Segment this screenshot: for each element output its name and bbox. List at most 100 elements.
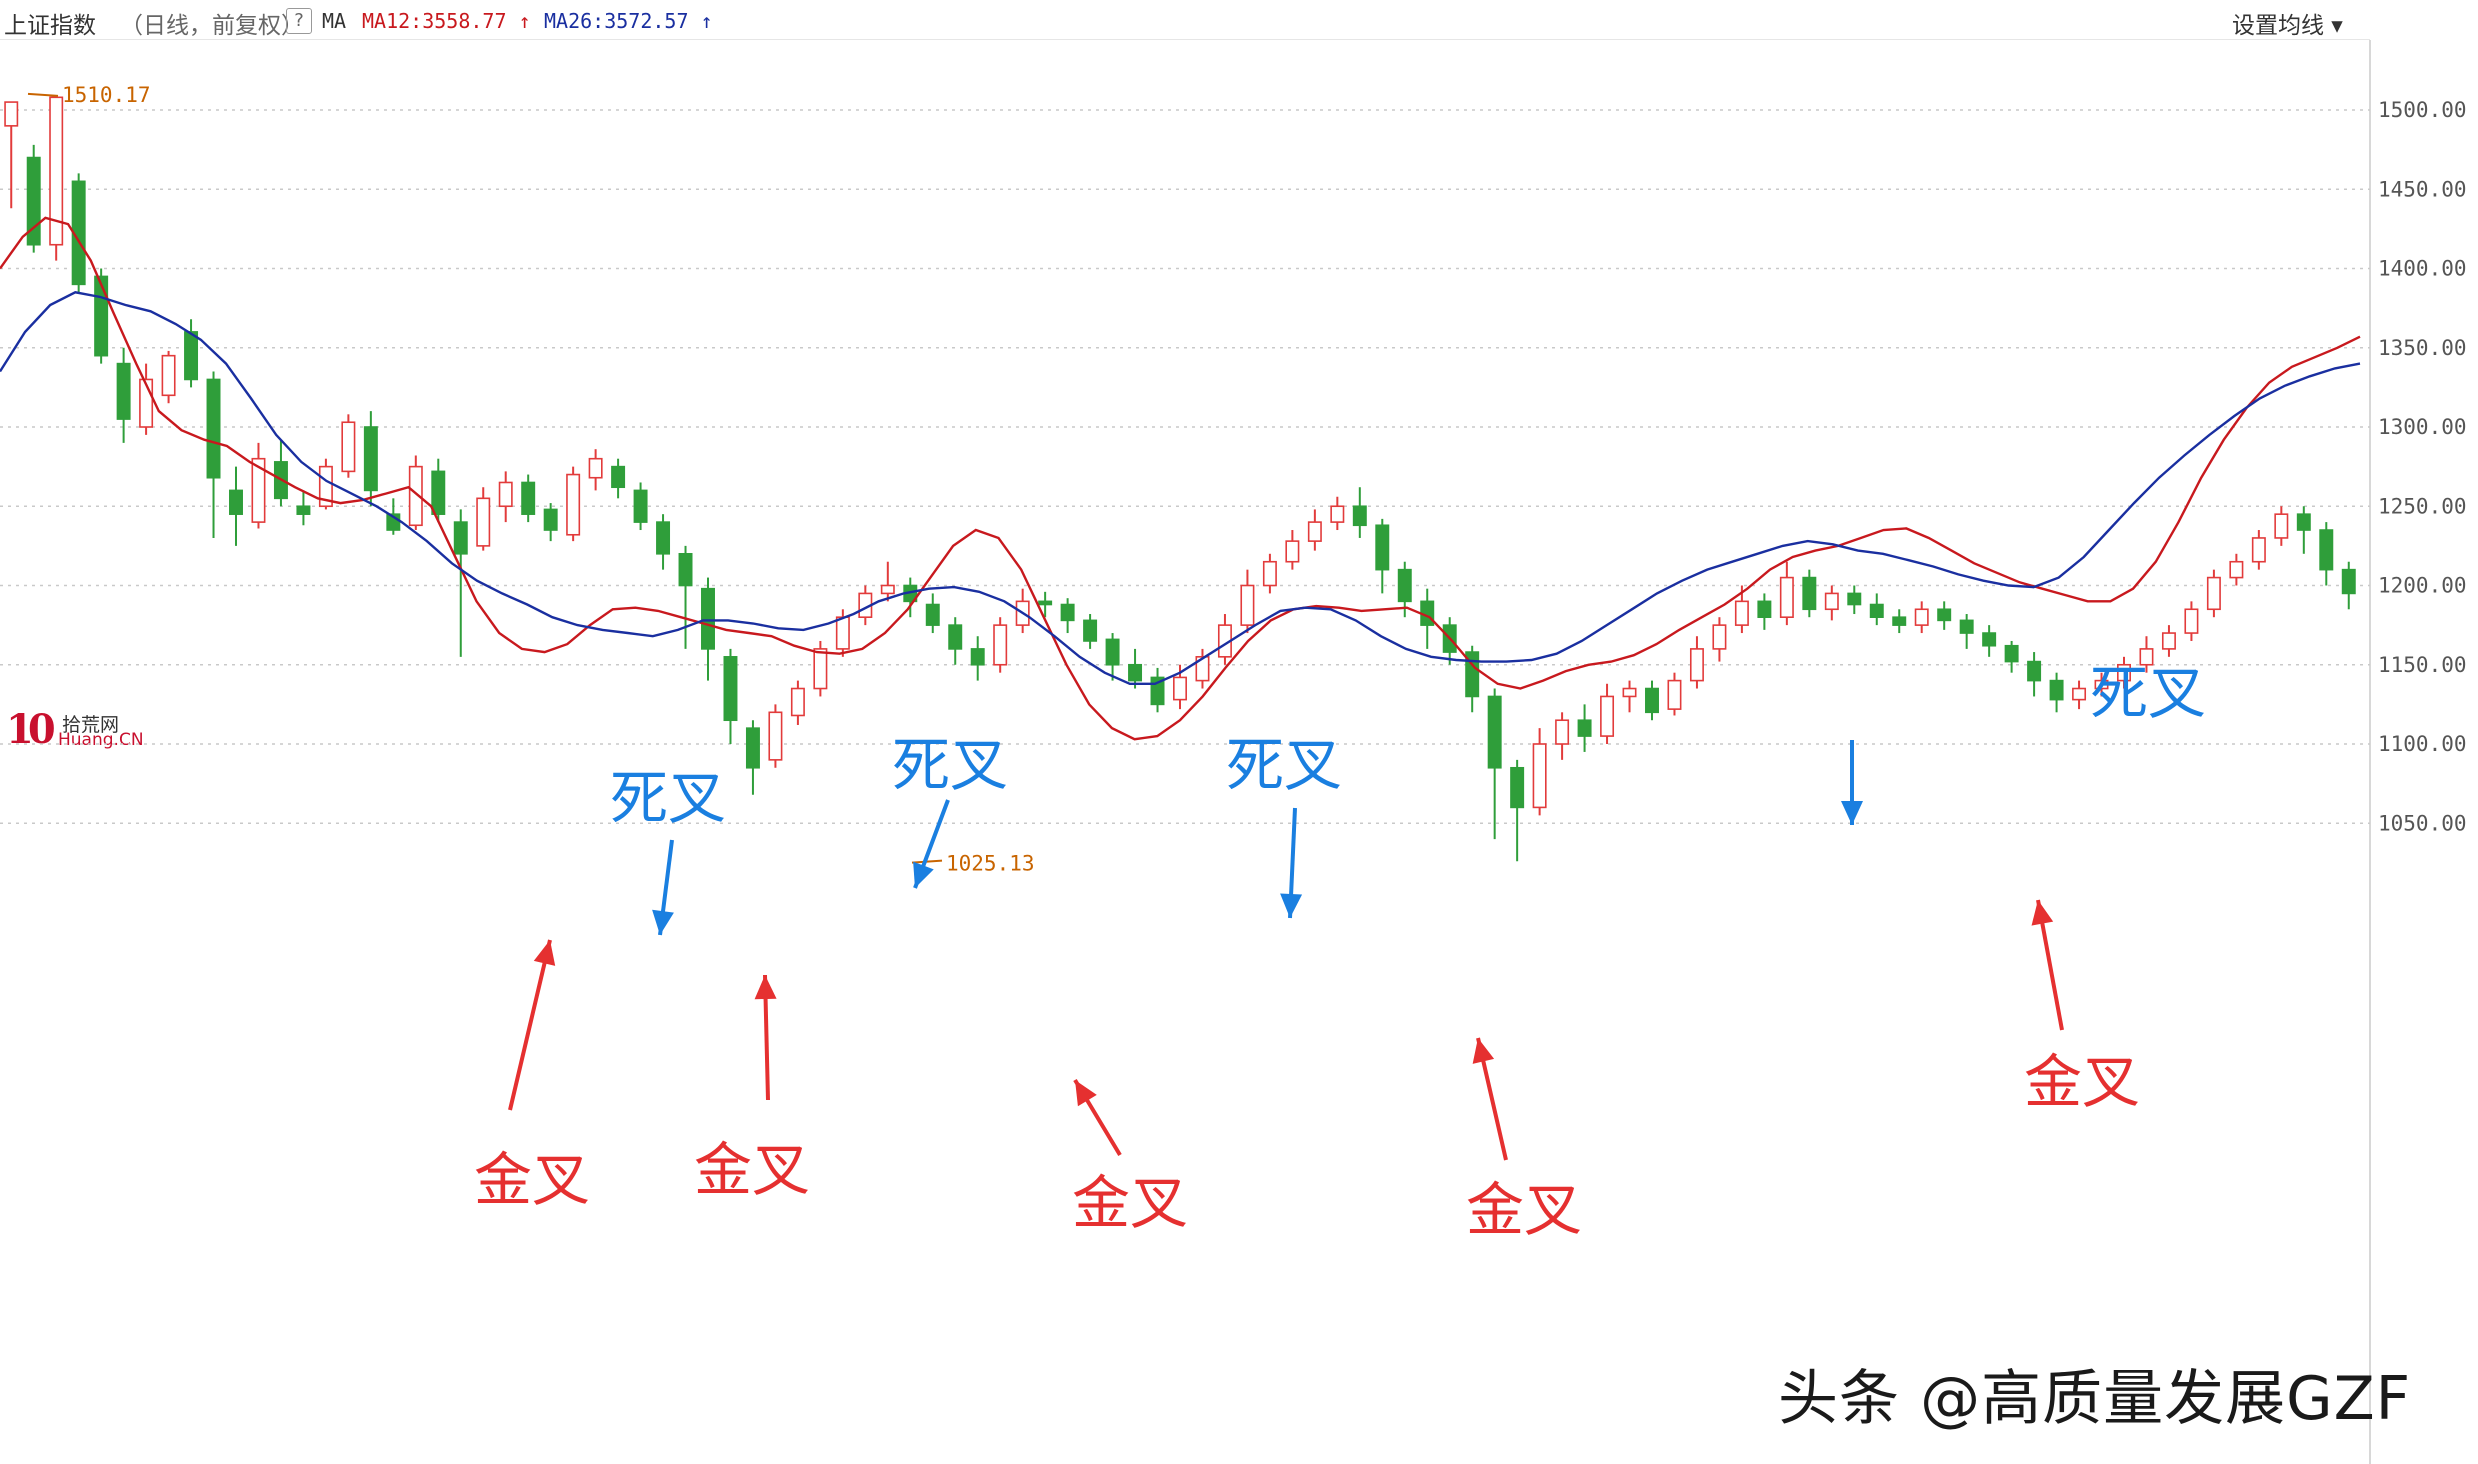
candle-body: [970, 648, 985, 666]
annotation-label: 金叉: [694, 1136, 810, 1204]
candle: [431, 458, 446, 523]
candle-body: [498, 481, 513, 508]
help-button[interactable]: ?: [286, 8, 312, 34]
candle-body: [2341, 568, 2356, 595]
annotation-label: 金叉: [474, 1146, 590, 1214]
candle-body: [206, 378, 221, 479]
candle-body: [1645, 687, 1659, 714]
candle-body: [1060, 603, 1075, 622]
chart-toolbar: 上证指数 （日线，前复权） ? MA MA12:3558.77 ↑ MA26:3…: [0, 0, 2370, 40]
annotation-arrowhead: [2031, 900, 2054, 926]
y-tick-label: 1100.00: [2378, 732, 2467, 756]
candle-body: [1914, 608, 1929, 626]
candle: [1689, 636, 1704, 689]
ma12-value: MA12:3558.77 ↑: [362, 9, 531, 33]
marker-label: 1510.17: [62, 83, 151, 107]
candle-body: [925, 603, 940, 626]
candle: [2251, 530, 2266, 570]
golden-cross-annotation: 金叉: [2024, 899, 2140, 1116]
candle: [161, 350, 176, 404]
golden-cross-annotation: 金叉: [694, 974, 810, 1204]
y-tick-label: 1150.00: [2378, 653, 2467, 677]
candle: [1060, 598, 1075, 634]
annotation-arrowhead: [1280, 893, 1303, 918]
candle-body: [229, 489, 243, 515]
candle: [184, 319, 199, 388]
candle-body: [656, 521, 671, 555]
candle: [1847, 585, 1862, 615]
candle: [1262, 553, 1277, 594]
candle: [453, 509, 468, 657]
candle-body: [723, 656, 738, 722]
candle-body: [2027, 660, 2042, 682]
candle: [476, 487, 491, 551]
candle: [2027, 652, 2042, 697]
candle: [723, 648, 738, 744]
candle: [543, 503, 558, 542]
candle: [49, 96, 64, 261]
candle: [948, 617, 963, 665]
candle-body: [296, 505, 311, 515]
candle: [970, 636, 985, 681]
death-cross-annotation: 死叉: [1841, 659, 2206, 825]
candle-body: [745, 727, 760, 769]
candle: [1150, 667, 1165, 713]
candle-body: [1847, 592, 1862, 606]
candle: [229, 466, 243, 546]
candle: [296, 490, 311, 526]
y-axis-ticks: 1500.00 1450.00 1400.00 1350.00 1300.00 1250.…: [2378, 98, 2467, 835]
candle-body: [835, 616, 850, 650]
marker-label: 1025.13: [946, 852, 1035, 876]
y-tick-label: 1200.00: [2378, 574, 2467, 598]
candle: [1802, 569, 1817, 618]
annotation-label: 金叉: [1072, 1169, 1188, 1237]
candle-body: [1330, 505, 1345, 523]
candle-body: [1712, 624, 1727, 650]
candle-body: [431, 470, 446, 515]
candle: [2004, 640, 2019, 673]
candle-body: [611, 465, 626, 489]
candle: [1757, 593, 1772, 630]
candle: [1330, 496, 1345, 531]
candle: [1914, 601, 1929, 634]
logo-name-en: Huang.CN: [58, 730, 144, 750]
golden-cross-annotation: 金叉: [1466, 1037, 1582, 1244]
golden-cross-annotation: 金叉: [1072, 1078, 1188, 1237]
candle-body: [1779, 576, 1794, 619]
candle: [1622, 680, 1637, 713]
candle-body: [1555, 719, 1570, 745]
annotation-arrow: [508, 939, 552, 1111]
ma26-line: [0, 291, 2361, 685]
candle-body: [1397, 568, 1412, 603]
candle-body: [161, 354, 176, 397]
chart-mode-label: （日线，前复权）: [120, 13, 304, 39]
candle-body: [1622, 687, 1637, 698]
candle: [1577, 704, 1592, 752]
candle: [521, 474, 536, 523]
candle-body: [1307, 521, 1322, 542]
candle: [273, 439, 288, 507]
annotation-label: 金叉: [2024, 1048, 2140, 1116]
candle: [408, 455, 423, 531]
watermark: 头条 @高质量发展GZF: [1778, 1364, 2412, 1434]
candle-body: [1959, 619, 1974, 634]
annotation-label: 金叉: [1466, 1176, 1582, 1244]
candle-body: [1465, 651, 1480, 698]
candle-body: [1667, 679, 1682, 710]
ma-settings-button[interactable]: 设置均线 ▾: [2232, 13, 2343, 39]
candle-body: [1083, 619, 1098, 642]
candle: [1779, 561, 1794, 626]
candle-body: [1285, 540, 1300, 563]
candle-body: [2117, 663, 2131, 682]
annotation-label: 死叉: [892, 731, 1008, 799]
candle-body: [318, 465, 333, 508]
candle: [1195, 648, 1210, 689]
candle-body: [2251, 537, 2266, 563]
site-logo: 10 拾荒网 Huang.CN: [6, 706, 144, 753]
candle-body: [251, 457, 266, 523]
candle-body: [26, 156, 41, 246]
candle-body: [1689, 648, 1704, 682]
candle-body: [678, 552, 693, 587]
candle: [2229, 553, 2244, 586]
candle: [880, 561, 895, 602]
